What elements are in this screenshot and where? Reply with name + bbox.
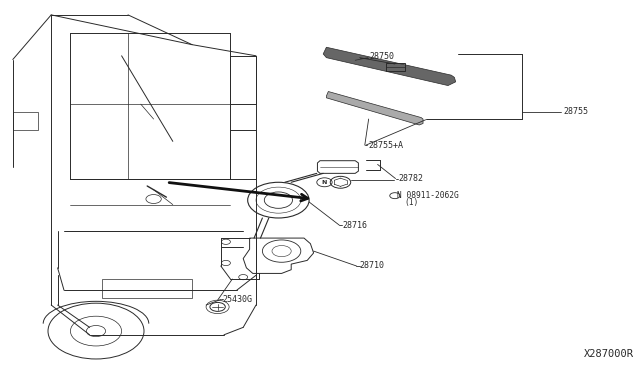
Text: 28782: 28782 (398, 174, 423, 183)
Text: 28755: 28755 (563, 107, 588, 116)
Polygon shape (326, 92, 423, 125)
Text: N: N (322, 180, 327, 185)
Text: 28716: 28716 (342, 221, 367, 230)
Text: N 08911-2062G: N 08911-2062G (397, 191, 458, 200)
Text: (1): (1) (404, 198, 419, 207)
Text: 28710: 28710 (360, 262, 385, 270)
Text: 28755+A: 28755+A (368, 141, 403, 150)
Text: 28750: 28750 (370, 52, 395, 61)
Text: 25430G: 25430G (223, 295, 253, 304)
Text: X287000R: X287000R (584, 349, 634, 359)
Polygon shape (323, 47, 456, 86)
